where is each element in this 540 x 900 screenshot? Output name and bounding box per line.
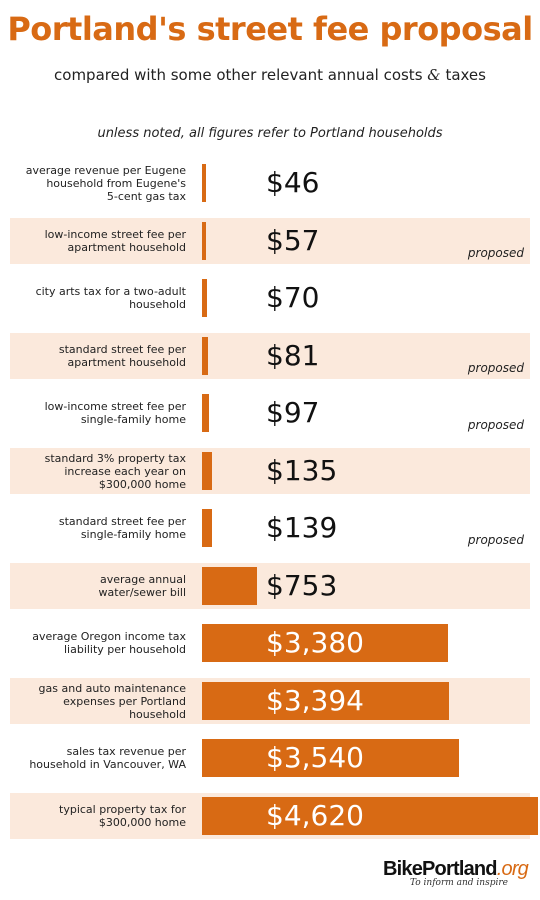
category-label-line: single-family home — [80, 413, 186, 426]
category-label: standard street fee per single-family hom… — [10, 505, 186, 551]
logo-tagline: To inform and inspire — [409, 878, 508, 888]
data-label: $135 — [266, 454, 338, 487]
data-label: $139 — [266, 511, 338, 544]
subtitle-suffix: taxes — [445, 66, 486, 84]
category-label: standard street fee per apartment househo… — [10, 333, 186, 379]
bar — [202, 452, 212, 490]
category-label-line: 5-cent gas tax — [106, 189, 186, 203]
category-label: city arts tax for a two-adult household — [10, 275, 186, 321]
category-label-line: average annual — [100, 573, 186, 586]
category-label-line: apartment household — [67, 241, 186, 254]
bar — [202, 739, 460, 777]
chart-row: gas and auto maintenance expenses per Por… — [10, 678, 530, 724]
chart-subtitle: compared with some other relevant annual… — [0, 66, 540, 84]
category-label-line: household from Eugene's — [46, 176, 186, 190]
data-label: $3,380 — [266, 626, 364, 659]
category-label: average annual water/sewer bill — [10, 563, 186, 609]
category-label-line: typical property tax for — [59, 803, 186, 816]
data-label: $81 — [266, 339, 320, 372]
chart-row: low-income street fee per apartment house… — [10, 218, 530, 264]
bar — [202, 509, 213, 547]
category-label-line: household — [129, 298, 186, 311]
proposed-tag: proposed — [467, 418, 524, 432]
proposed-tag: proposed — [467, 533, 524, 547]
bar — [202, 567, 257, 605]
bar — [202, 624, 448, 662]
data-label: $97 — [266, 396, 320, 429]
bar — [202, 394, 210, 432]
category-label-line: average Oregon income tax — [32, 630, 186, 643]
data-label: $46 — [266, 166, 320, 199]
data-label: $3,394 — [266, 684, 364, 717]
category-label-line: apartment household — [67, 356, 186, 369]
category-label-line: water/sewer bill — [98, 586, 186, 599]
category-label-line: $300,000 home — [98, 816, 186, 829]
chart-row: low-income street fee per single-family h… — [10, 390, 530, 436]
bar — [202, 337, 208, 375]
proposed-tag: proposed — [467, 246, 524, 260]
logo-suffix: .org — [496, 858, 529, 880]
category-label-line: standard 3% property tax — [44, 451, 186, 465]
category-label: typical property tax for $300,000 home — [10, 793, 186, 839]
category-label-line: liability per household — [63, 643, 186, 656]
category-label-line: standard street fee per — [58, 343, 186, 356]
bar — [202, 682, 449, 720]
bikeportland-logo[interactable]: BikePortland.org To inform and inspire — [382, 858, 529, 888]
data-label: $57 — [266, 224, 320, 257]
bar — [202, 164, 206, 202]
chart-row: average revenue per Eugene household from… — [10, 160, 530, 206]
chart-title: Portland's street fee proposal — [7, 10, 533, 48]
category-label-line: city arts tax for a two-adult — [35, 285, 186, 298]
category-label-line: $300,000 home — [98, 477, 186, 491]
category-label-line: standard street fee per — [58, 515, 186, 528]
chart-row: standard street fee per single-family hom… — [10, 505, 530, 551]
category-label: low-income street fee per apartment house… — [10, 218, 186, 264]
logo-name: BikePortland — [382, 858, 498, 880]
chart-row: sales tax revenue per household in Vancou… — [10, 735, 530, 781]
category-label-line: gas and auto maintenance — [38, 681, 186, 695]
chart-row: standard street fee per apartment househo… — [10, 333, 530, 379]
proposed-tag: proposed — [467, 361, 524, 375]
category-label: average revenue per Eugene household from… — [10, 160, 186, 206]
chart-note: unless noted, all figures refer to Portl… — [97, 126, 443, 141]
category-label: low-income street fee per single-family h… — [10, 390, 186, 436]
data-label: $4,620 — [266, 799, 364, 832]
chart-row: typical property tax for $300,000 home $4,… — [10, 793, 538, 839]
category-label-line: household — [129, 707, 186, 721]
subtitle-prefix: compared with some other relevant annual… — [54, 66, 423, 84]
data-label: $753 — [266, 569, 338, 602]
category-label-line: low-income street fee per — [44, 400, 186, 413]
subtitle-ampersand: & — [427, 66, 441, 84]
category-label: sales tax revenue per household in Vancou… — [10, 735, 186, 781]
category-label: gas and auto maintenance expenses per Por… — [10, 678, 186, 724]
logo-wordmark: BikePortland.org — [382, 858, 529, 881]
category-label-line: increase each year on — [64, 464, 186, 478]
category-label-line: sales tax revenue per — [66, 745, 186, 758]
chart-row: standard 3% property tax increase each ye… — [10, 448, 530, 494]
chart-row: average annual water/sewer bill $753 — [10, 563, 530, 609]
category-label-line: average revenue per Eugene — [25, 163, 186, 177]
bar — [202, 222, 207, 260]
category-label-line: low-income street fee per — [44, 228, 186, 241]
data-label: $70 — [266, 281, 320, 314]
category-label: standard 3% property tax increase each ye… — [10, 448, 186, 494]
chart-row: city arts tax for a two-adult household $7… — [10, 275, 530, 321]
category-label: average Oregon income tax liability per h… — [10, 620, 186, 666]
data-label: $3,540 — [266, 741, 364, 774]
category-label-line: single-family home — [80, 528, 186, 541]
category-label-line: household in Vancouver, WA — [29, 758, 186, 771]
chart-row: average Oregon income tax liability per h… — [10, 620, 530, 666]
bar — [202, 279, 208, 317]
bar — [202, 797, 538, 835]
category-label-line: expenses per Portland — [63, 694, 186, 708]
